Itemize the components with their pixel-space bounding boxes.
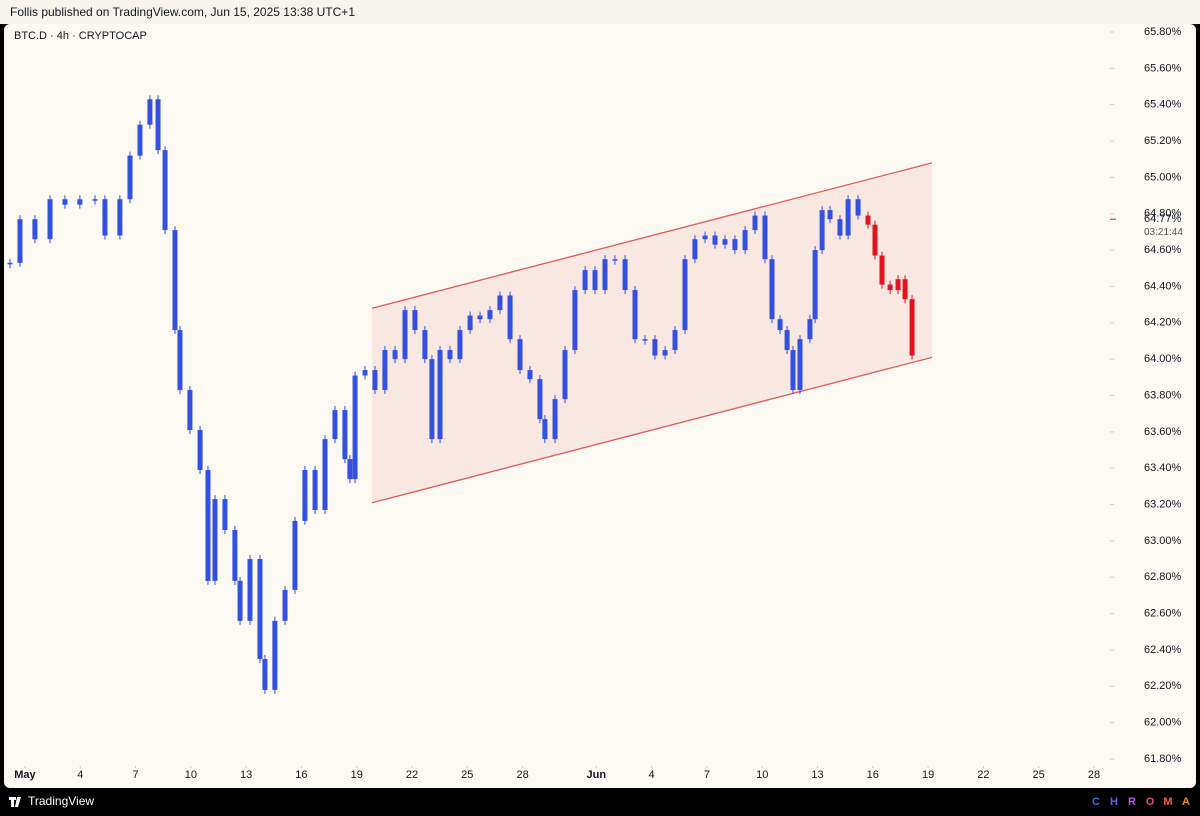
x-tick-label: 28: [1088, 769, 1100, 781]
y-tick-label: 62.60%: [1144, 608, 1182, 620]
x-tick-label: 4: [649, 769, 655, 781]
chroma-letter: C: [1092, 796, 1100, 808]
x-tick-label: 13: [811, 769, 823, 781]
y-tick-label: 62.00%: [1144, 717, 1182, 729]
y-tick-label: 65.00%: [1144, 171, 1182, 183]
chroma-letter: O: [1146, 796, 1155, 808]
x-tick-label: 13: [240, 769, 252, 781]
y-tick-label: 63.00%: [1144, 535, 1182, 547]
chroma-letter: H: [1110, 796, 1118, 808]
y-tick-label: 63.80%: [1144, 389, 1182, 401]
chart-title: BTC.D · 4h · CRYPTOCAP: [14, 30, 147, 42]
y-tick-label: 65.80%: [1144, 26, 1182, 38]
x-tick-label: 22: [406, 769, 418, 781]
chroma-letter: M: [1163, 796, 1172, 808]
channel-fill: [372, 162, 932, 503]
y-tick-label: 63.60%: [1144, 426, 1182, 438]
chroma-letter: R: [1128, 796, 1136, 808]
y-tick-label: 64.60%: [1144, 244, 1182, 256]
x-tick-label: 25: [1033, 769, 1045, 781]
y-tick-label: 64.20%: [1144, 317, 1182, 329]
attribution: Follis published on TradingView.com, Jun…: [10, 5, 355, 19]
channel-upper: [371, 162, 933, 309]
y-tick-label: 63.20%: [1144, 498, 1182, 510]
y-tick-label: 64.00%: [1144, 353, 1182, 365]
x-tick-label: 7: [704, 769, 710, 781]
x-tick-label: 4: [77, 769, 83, 781]
x-tick-label: May: [14, 769, 36, 781]
x-tick-label: 16: [295, 769, 307, 781]
x-tick-label: 19: [351, 769, 363, 781]
y-tick-label: 61.80%: [1144, 753, 1182, 765]
y-tick-label: 65.40%: [1144, 99, 1182, 111]
x-tick-label: 10: [185, 769, 197, 781]
last-price-label: 64.77%: [1144, 213, 1182, 225]
x-tick-label: 19: [922, 769, 934, 781]
y-tick-label: 64.80%: [1144, 208, 1182, 220]
chroma-letter: A: [1182, 796, 1190, 808]
y-tick-label: 63.40%: [1144, 462, 1182, 474]
y-tick-label: 62.20%: [1144, 680, 1182, 692]
chart-background: [4, 24, 1196, 788]
y-tick-label: 62.40%: [1144, 644, 1182, 656]
x-tick-label: 10: [756, 769, 768, 781]
y-tick-label: 65.20%: [1144, 135, 1182, 147]
x-tick-label: 28: [516, 769, 528, 781]
top-bar: [0, 0, 1200, 24]
x-tick-label: 22: [977, 769, 989, 781]
x-tick-label: Jun: [587, 769, 607, 781]
y-tick-label: 65.60%: [1144, 62, 1182, 74]
y-tick-label: 64.40%: [1144, 280, 1182, 292]
x-tick-label: 16: [867, 769, 879, 781]
brand-logo: [9, 797, 21, 807]
x-tick-label: 7: [132, 769, 138, 781]
y-tick-label: 62.80%: [1144, 571, 1182, 583]
x-tick-label: 25: [461, 769, 473, 781]
brand: TradingView: [28, 794, 94, 808]
channel-lower: [371, 356, 933, 504]
plot: 65.80% 65.60% 65.40% 65.20% 65.00% 64.80% 64.6…: [7, 26, 1182, 781]
countdown: 03:21:44: [1144, 227, 1183, 238]
